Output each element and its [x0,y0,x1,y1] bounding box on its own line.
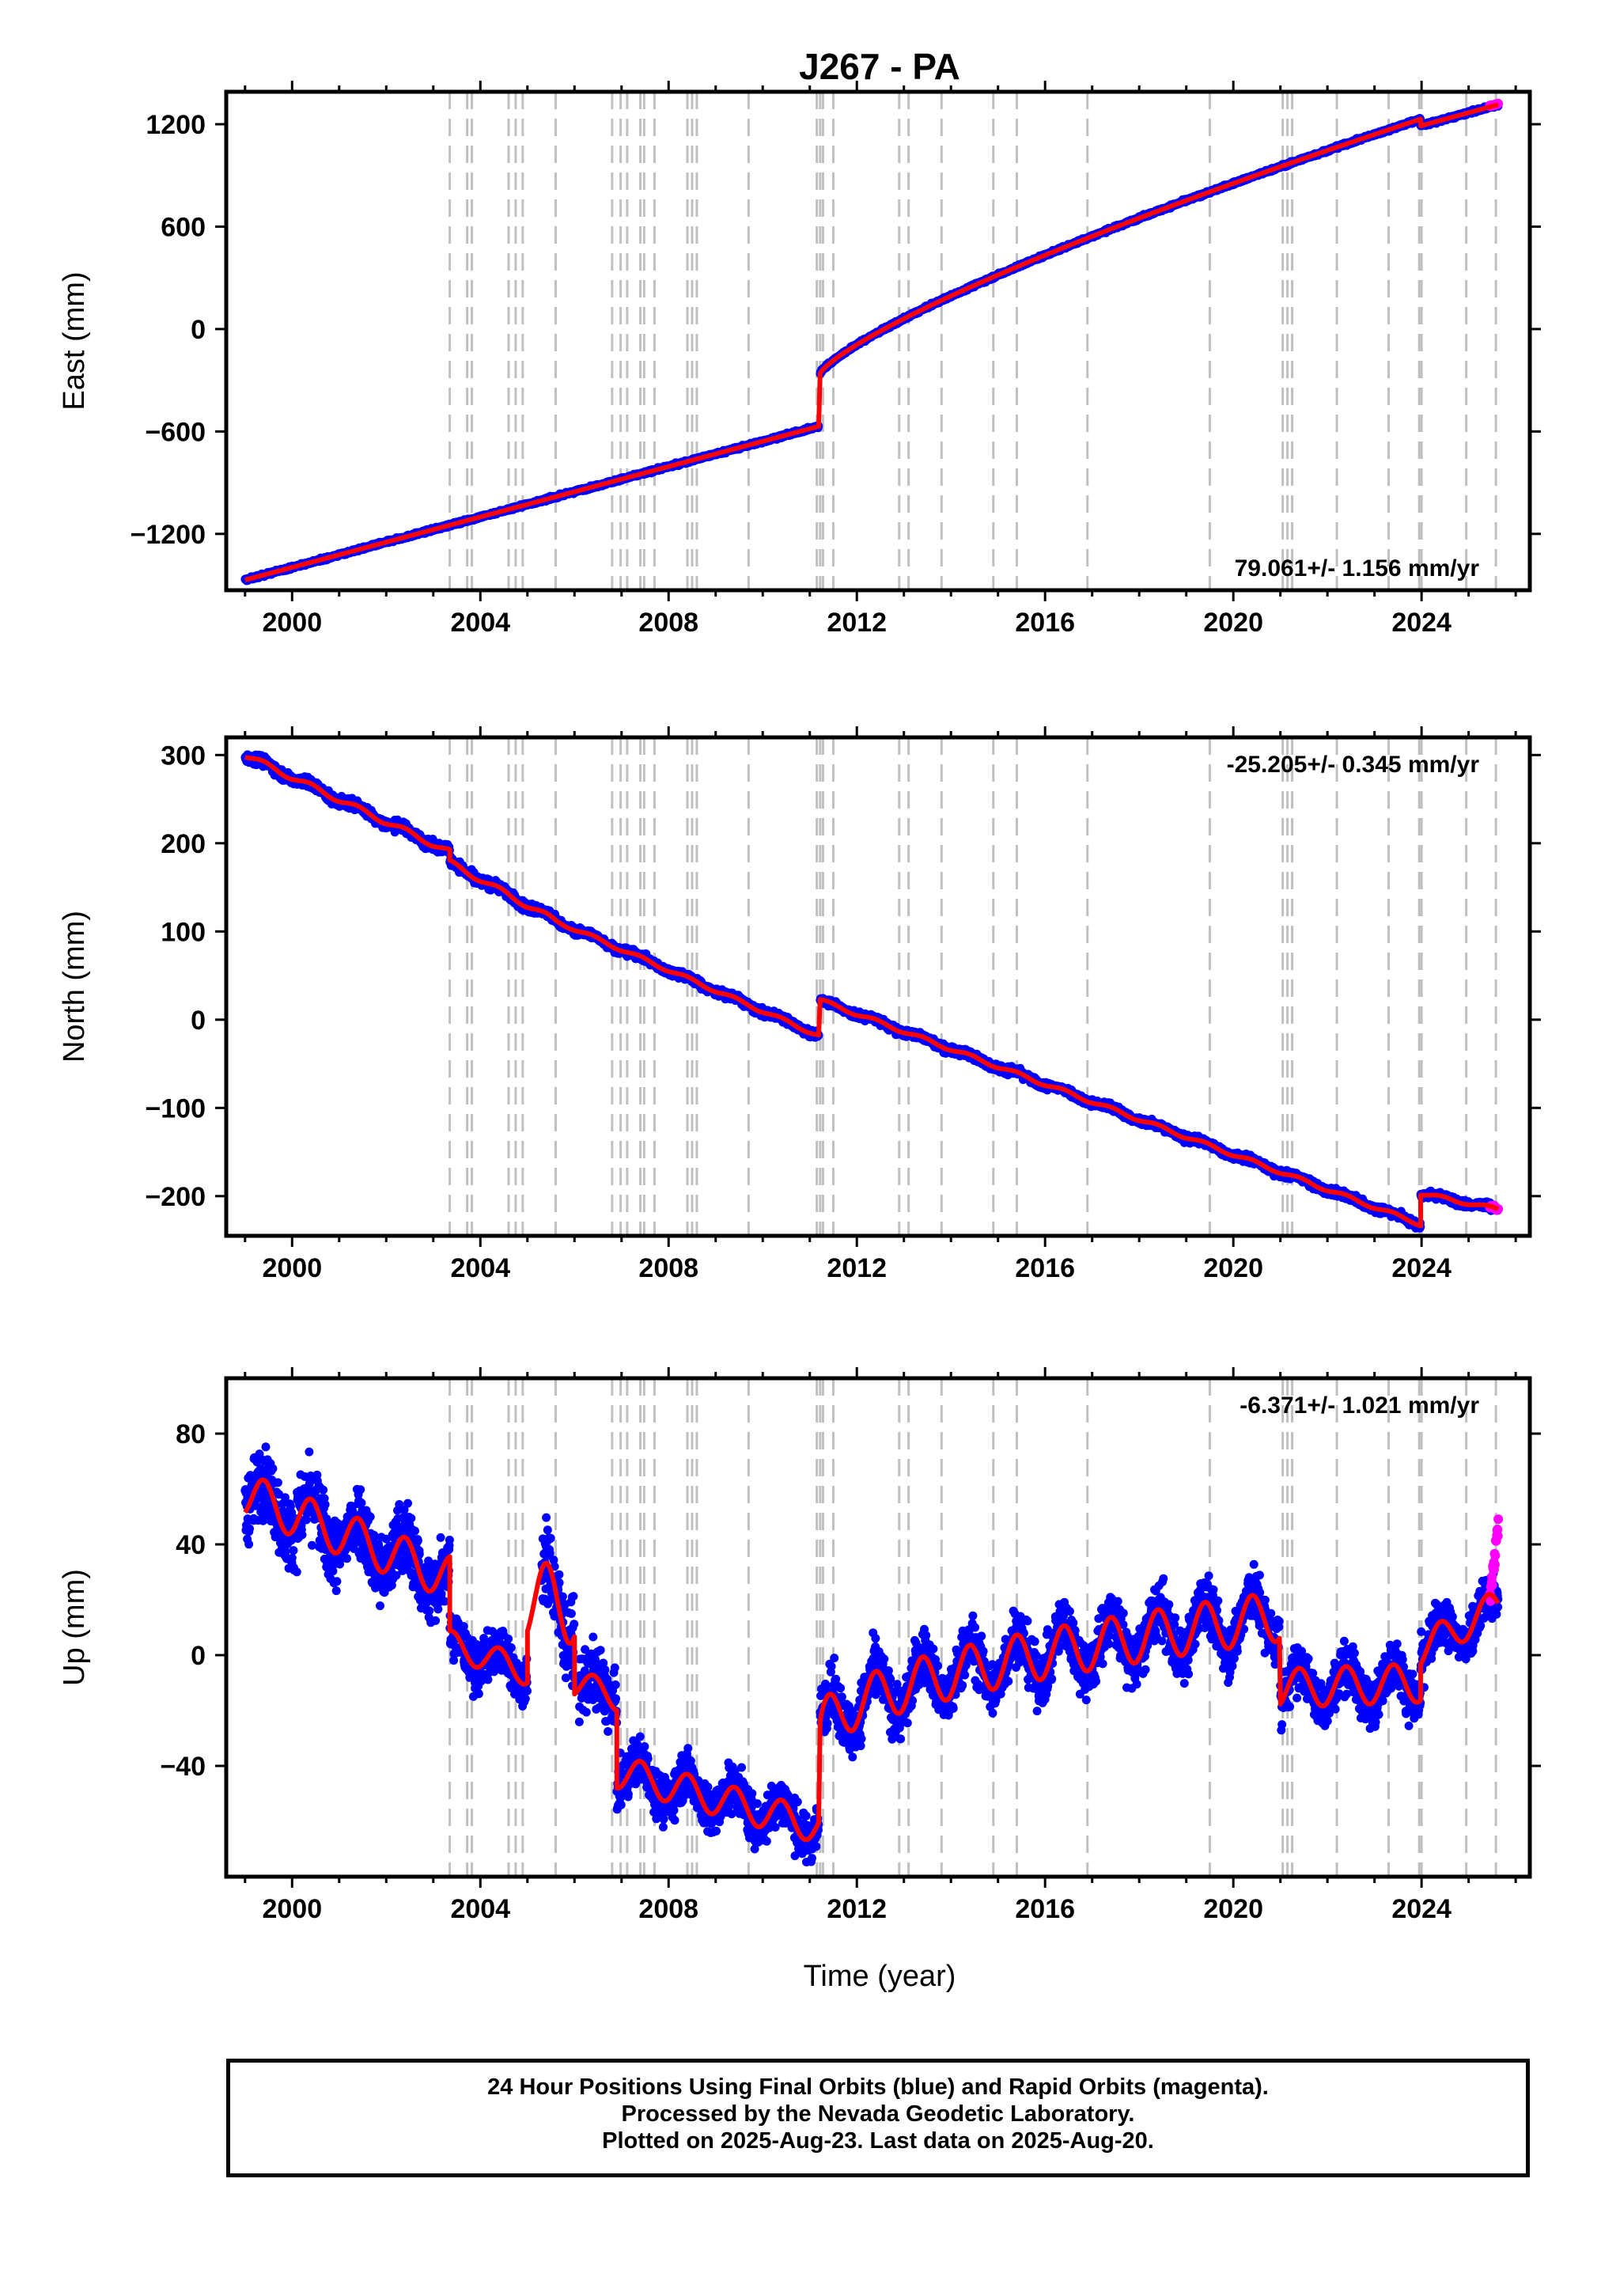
y-tick-label: −600 [145,417,206,447]
x-tick-label: 2020 [1203,608,1263,638]
y-tick-label: −1200 [131,520,206,550]
plot-area [240,737,1504,1236]
rate-label: 79.061+/- 1.156 mm/yr [1235,555,1480,582]
x-tick-label: 2024 [1391,608,1451,638]
x-tick-label: 2000 [262,608,322,638]
plot-area [240,92,1504,590]
plot-frame [224,89,1532,593]
y-tick-label: 1200 [146,110,206,140]
final-orbit-series [240,100,1503,585]
model-fit-line [243,102,1501,582]
east-panel: 2000 2004 2008 2012 2016 2020 2024 −1200 −600 0 60… [58,81,1541,638]
x-tick-label: 2004 [450,608,510,638]
final-orbit-series [240,750,1503,1233]
y-tick-label: 600 [161,212,206,242]
x-tick-label: 2012 [827,608,887,638]
y-axis-label: East (mm) [58,271,91,410]
north-panel: 2000 2004 2008 2012 2016 2020 2024−200−1000100… [58,726,1541,1283]
x-tick-label: 2016 [1015,608,1075,638]
y-tick-label: 0 [191,315,206,345]
chart-title: J267 - PA [799,46,960,87]
x-tick-label: 2008 [638,608,698,638]
